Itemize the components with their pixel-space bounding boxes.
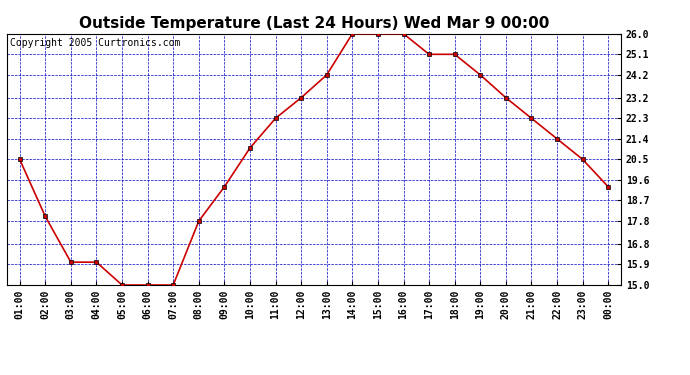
Text: Copyright 2005 Curtronics.com: Copyright 2005 Curtronics.com (10, 38, 180, 48)
Title: Outside Temperature (Last 24 Hours) Wed Mar 9 00:00: Outside Temperature (Last 24 Hours) Wed … (79, 16, 549, 31)
